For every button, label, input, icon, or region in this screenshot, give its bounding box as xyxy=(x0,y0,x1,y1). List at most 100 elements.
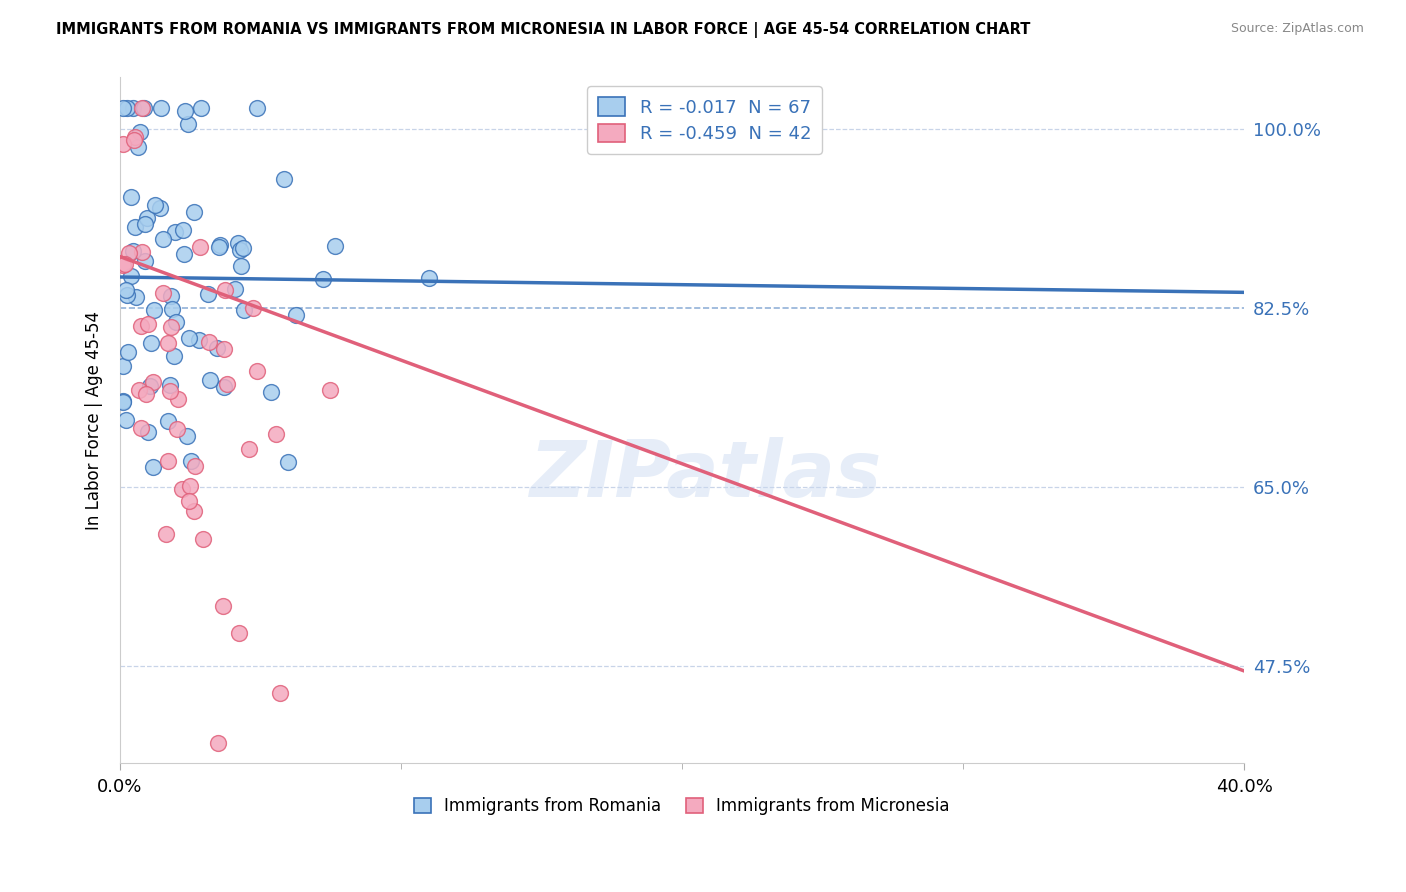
Point xyxy=(183,205,205,219)
Point xyxy=(112,395,135,409)
Point xyxy=(160,301,183,316)
Point xyxy=(134,217,156,231)
Point xyxy=(115,288,138,302)
Point xyxy=(273,171,295,186)
Point xyxy=(143,303,166,318)
Point xyxy=(242,301,264,315)
Point xyxy=(183,504,205,518)
Point xyxy=(159,289,181,303)
Point xyxy=(117,345,139,359)
Point xyxy=(217,376,239,391)
Point xyxy=(165,314,187,328)
Point xyxy=(155,527,177,541)
Point xyxy=(179,331,201,345)
Point xyxy=(111,258,134,272)
Point xyxy=(121,244,143,259)
Point xyxy=(246,364,269,378)
Point xyxy=(156,454,179,468)
Point xyxy=(166,422,188,436)
Point xyxy=(160,320,183,334)
Point xyxy=(418,271,440,285)
Point xyxy=(115,413,138,427)
Point xyxy=(115,101,138,115)
Point xyxy=(198,335,221,350)
Point xyxy=(233,303,256,318)
Point xyxy=(229,260,252,274)
Point xyxy=(149,202,172,216)
Point xyxy=(173,247,195,261)
Point xyxy=(111,101,134,115)
Point xyxy=(209,237,232,252)
Point xyxy=(111,393,134,408)
Point xyxy=(269,685,291,699)
Point xyxy=(212,599,235,613)
Point xyxy=(142,376,165,390)
Point xyxy=(232,241,254,255)
Point xyxy=(118,246,141,260)
Point xyxy=(188,240,211,254)
Point xyxy=(143,198,166,212)
Point xyxy=(139,379,162,393)
Point xyxy=(163,349,186,363)
Text: Source: ZipAtlas.com: Source: ZipAtlas.com xyxy=(1230,22,1364,36)
Point xyxy=(136,317,159,331)
Point xyxy=(129,125,152,139)
Point xyxy=(136,425,159,439)
Point xyxy=(176,117,198,131)
Point xyxy=(152,232,174,246)
Point xyxy=(284,308,307,322)
Point xyxy=(127,140,149,154)
Point xyxy=(131,244,153,259)
Point xyxy=(176,429,198,443)
Legend: Immigrants from Romania, Immigrants from Micronesia: Immigrants from Romania, Immigrants from… xyxy=(406,789,959,823)
Point xyxy=(224,282,246,296)
Point xyxy=(111,137,134,152)
Point xyxy=(226,235,249,250)
Point xyxy=(198,372,221,386)
Point xyxy=(264,427,287,442)
Point xyxy=(159,378,181,392)
Point xyxy=(139,335,162,350)
Point xyxy=(214,283,236,297)
Point xyxy=(319,383,342,397)
Point xyxy=(167,392,190,407)
Point xyxy=(121,190,143,204)
Point xyxy=(277,455,299,469)
Point xyxy=(325,239,347,253)
Point xyxy=(122,101,145,115)
Point xyxy=(131,101,153,115)
Point xyxy=(114,283,136,297)
Point xyxy=(312,271,335,285)
Point xyxy=(190,101,212,115)
Point xyxy=(205,341,228,355)
Point xyxy=(157,414,180,428)
Point xyxy=(260,384,283,399)
Point xyxy=(173,104,195,119)
Point xyxy=(159,384,181,398)
Point xyxy=(131,421,153,435)
Point xyxy=(207,736,229,750)
Point xyxy=(114,257,136,271)
Point xyxy=(134,253,156,268)
Text: IMMIGRANTS FROM ROMANIA VS IMMIGRANTS FROM MICRONESIA IN LABOR FORCE | AGE 45-54: IMMIGRANTS FROM ROMANIA VS IMMIGRANTS FR… xyxy=(56,22,1031,38)
Point xyxy=(197,287,219,301)
Point xyxy=(208,240,231,254)
Point xyxy=(179,494,201,508)
Point xyxy=(124,220,146,235)
Point xyxy=(136,211,159,226)
Point xyxy=(187,333,209,347)
Point xyxy=(152,285,174,300)
Point xyxy=(124,129,146,144)
Text: ZIPatlas: ZIPatlas xyxy=(529,437,880,513)
Point xyxy=(142,459,165,474)
Point xyxy=(163,225,186,239)
Point xyxy=(120,268,142,283)
Point xyxy=(184,459,207,474)
Point xyxy=(129,319,152,334)
Point xyxy=(212,342,235,356)
Point xyxy=(180,454,202,468)
Point xyxy=(135,387,157,401)
Y-axis label: In Labor Force | Age 45-54: In Labor Force | Age 45-54 xyxy=(86,310,103,530)
Point xyxy=(134,101,156,115)
Point xyxy=(172,483,194,497)
